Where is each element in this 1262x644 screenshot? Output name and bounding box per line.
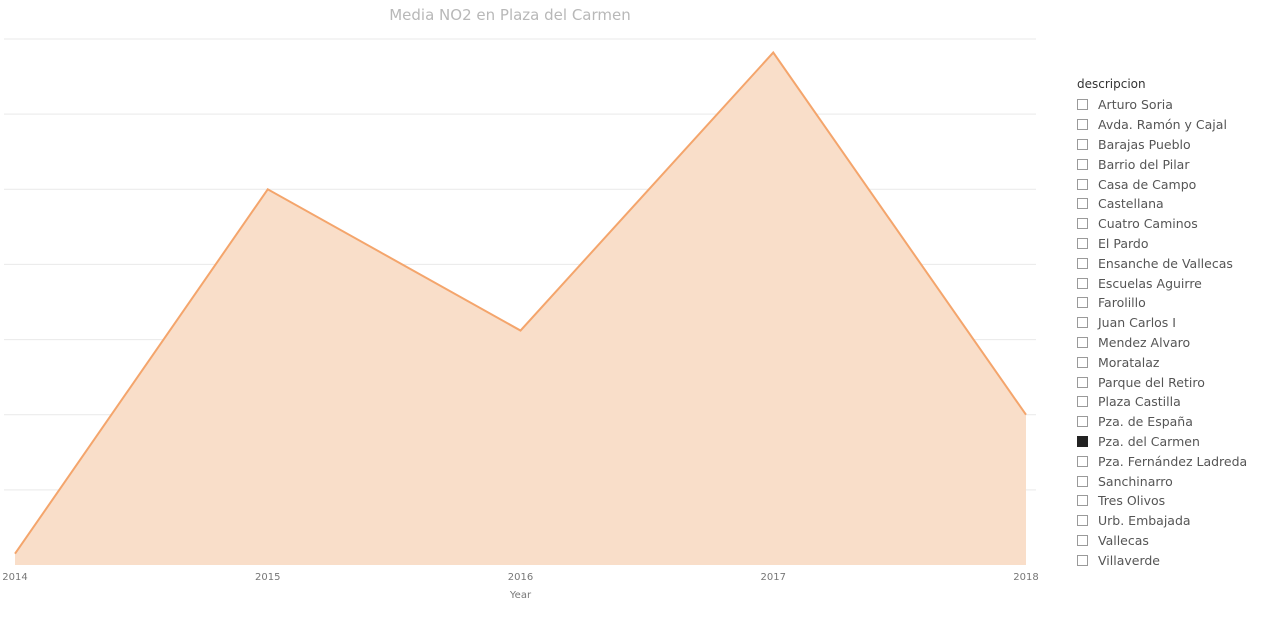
area-fill xyxy=(15,52,1026,566)
legend-items: Arturo Soria Avda. Ramón y Cajal Barajas P… xyxy=(1077,95,1257,570)
area-chart: 2014 2015 2016 2017 2018 Year xyxy=(2,38,1039,601)
checked-checkbox[interactable] xyxy=(1077,435,1088,447)
legend-item[interactable]: Villaverde xyxy=(1077,550,1257,570)
unchecked-checkbox[interactable] xyxy=(1077,237,1088,249)
data-point[interactable] xyxy=(1023,412,1029,418)
legend-item[interactable]: Casa de Campo xyxy=(1077,174,1257,194)
unchecked-checkbox[interactable] xyxy=(1077,554,1088,566)
legend-item-label: Casa de Campo xyxy=(1098,176,1197,192)
unchecked-checkbox[interactable] xyxy=(1077,277,1088,289)
legend-item-label: Tres Olivos xyxy=(1098,493,1166,509)
legend-item-label: Urb. Embajada xyxy=(1098,513,1191,529)
legend-item-label: Parque del Retiro xyxy=(1098,374,1205,390)
legend-item-label: Mendez Alvaro xyxy=(1098,334,1191,350)
legend-item-label: Barrio del Pilar xyxy=(1098,156,1190,172)
x-tick-label: 2017 xyxy=(761,572,786,583)
legend-item[interactable]: Ensanche de Vallecas xyxy=(1077,253,1257,273)
legend-item[interactable]: Juan Carlos I xyxy=(1077,313,1257,333)
x-tick-label: 2018 xyxy=(1013,572,1038,583)
x-tick-label: 2015 xyxy=(255,572,280,583)
unchecked-checkbox[interactable] xyxy=(1077,317,1088,329)
x-tick-label: 2016 xyxy=(508,572,533,583)
legend-item-label: Farolillo xyxy=(1098,295,1146,311)
legend: descripcion Arturo Soria Avda. Ramón y Ca… xyxy=(1077,76,1257,570)
legend-item-label: El Pardo xyxy=(1098,235,1149,251)
unchecked-checkbox[interactable] xyxy=(1077,455,1088,467)
legend-item[interactable]: Barrio del Pilar xyxy=(1077,154,1257,174)
x-axis-ticks: 2014 2015 2016 2017 2018 xyxy=(2,572,1038,583)
legend-item[interactable]: Tres Olivos xyxy=(1077,491,1257,511)
unchecked-checkbox[interactable] xyxy=(1077,376,1088,388)
data-point[interactable] xyxy=(518,328,524,334)
data-point[interactable] xyxy=(265,186,271,192)
legend-item-label: Pza. de España xyxy=(1098,414,1193,430)
legend-item-label: Avda. Ramón y Cajal xyxy=(1098,117,1227,133)
legend-item-label: Cuatro Caminos xyxy=(1098,216,1198,232)
legend-item-label: Ensanche de Vallecas xyxy=(1098,255,1233,271)
unchecked-checkbox[interactable] xyxy=(1077,495,1088,507)
legend-item-label: Barajas Pueblo xyxy=(1098,136,1191,152)
unchecked-checkbox[interactable] xyxy=(1077,356,1088,368)
unchecked-checkbox[interactable] xyxy=(1077,178,1088,190)
x-tick-label: 2014 xyxy=(2,572,27,583)
legend-item-label: Arturo Soria xyxy=(1098,97,1173,113)
legend-item[interactable]: Castellana xyxy=(1077,194,1257,214)
unchecked-checkbox[interactable] xyxy=(1077,534,1088,546)
legend-item[interactable]: Vallecas xyxy=(1077,531,1257,551)
unchecked-checkbox[interactable] xyxy=(1077,158,1088,170)
legend-item[interactable]: Moratalaz xyxy=(1077,352,1257,372)
unchecked-checkbox[interactable] xyxy=(1077,99,1088,111)
legend-item[interactable]: Sanchinarro xyxy=(1077,471,1257,491)
legend-item[interactable]: Pza. Fernández Ladreda xyxy=(1077,451,1257,471)
legend-item-label: Sanchinarro xyxy=(1098,473,1173,489)
legend-item[interactable]: Farolillo xyxy=(1077,293,1257,313)
legend-item[interactable]: Pza. del Carmen xyxy=(1077,432,1257,452)
legend-item-label: Villaverde xyxy=(1098,552,1160,568)
unchecked-checkbox[interactable] xyxy=(1077,475,1088,487)
chart-title: Media NO2 en Plaza del Carmen xyxy=(389,6,631,24)
data-point[interactable] xyxy=(12,551,18,557)
unchecked-checkbox[interactable] xyxy=(1077,416,1088,428)
legend-item[interactable]: Plaza Castilla xyxy=(1077,392,1257,412)
legend-item-label: Escuelas Aguirre xyxy=(1098,275,1202,291)
unchecked-checkbox[interactable] xyxy=(1077,138,1088,150)
legend-item-label: Moratalaz xyxy=(1098,354,1160,370)
legend-item[interactable]: Escuelas Aguirre xyxy=(1077,273,1257,293)
unchecked-checkbox[interactable] xyxy=(1077,257,1088,269)
legend-item-label: Juan Carlos I xyxy=(1098,315,1176,331)
legend-item[interactable]: Parque del Retiro xyxy=(1077,372,1257,392)
legend-item[interactable]: Avda. Ramón y Cajal xyxy=(1077,115,1257,135)
series-line[interactable] xyxy=(14,50,1027,555)
legend-item[interactable]: Barajas Pueblo xyxy=(1077,135,1257,155)
legend-item[interactable]: El Pardo xyxy=(1077,234,1257,254)
unchecked-checkbox[interactable] xyxy=(1077,119,1088,131)
legend-item[interactable]: Cuatro Caminos xyxy=(1077,214,1257,234)
unchecked-checkbox[interactable] xyxy=(1077,396,1088,408)
unchecked-checkbox[interactable] xyxy=(1077,198,1088,210)
x-axis-title: Year xyxy=(509,590,532,601)
legend-item-label: Pza. del Carmen xyxy=(1098,433,1200,449)
area-series[interactable] xyxy=(12,50,1029,566)
legend-title: descripcion xyxy=(1077,77,1146,91)
unchecked-checkbox[interactable] xyxy=(1077,218,1088,230)
unchecked-checkbox[interactable] xyxy=(1077,515,1088,527)
legend-item[interactable]: Urb. Embajada xyxy=(1077,511,1257,531)
data-point[interactable] xyxy=(770,50,776,56)
unchecked-checkbox[interactable] xyxy=(1077,336,1088,348)
legend-item[interactable]: Pza. de España xyxy=(1077,412,1257,432)
legend-item[interactable]: Mendez Alvaro xyxy=(1077,333,1257,353)
legend-item-label: Plaza Castilla xyxy=(1098,394,1181,410)
legend-item-label: Pza. Fernández Ladreda xyxy=(1098,453,1248,469)
unchecked-checkbox[interactable] xyxy=(1077,297,1088,309)
legend-item-label: Vallecas xyxy=(1098,532,1149,548)
legend-item[interactable]: Arturo Soria xyxy=(1077,95,1257,115)
legend-item-label: Castellana xyxy=(1098,196,1164,212)
